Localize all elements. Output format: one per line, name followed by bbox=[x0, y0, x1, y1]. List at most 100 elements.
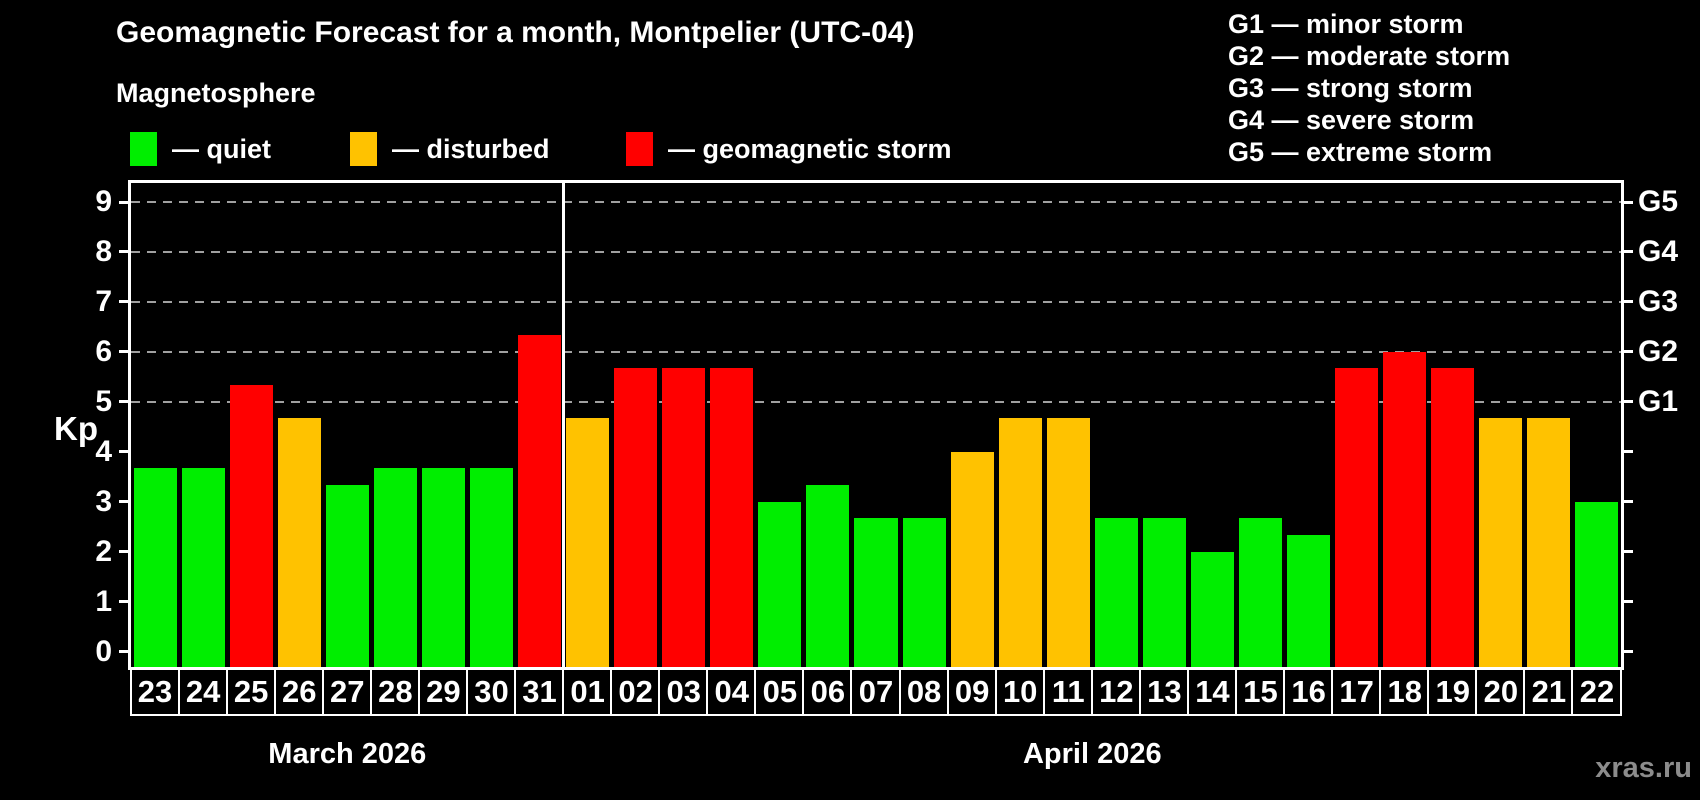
left-tick-9 bbox=[119, 200, 131, 204]
day-label-08: 08 bbox=[898, 668, 950, 716]
right-axis-label-g3: G3 bbox=[1638, 284, 1679, 318]
y-tick-label-0: 0 bbox=[95, 634, 112, 668]
day-label-04: 04 bbox=[706, 668, 758, 716]
right-tick-2 bbox=[1621, 550, 1633, 554]
month-separator-line bbox=[562, 183, 566, 667]
month-label-0: March 2026 bbox=[268, 738, 427, 770]
gridline-kp-5 bbox=[131, 400, 1621, 403]
g-scale-legend: G1 — minor storm G2 — moderate storm G3 — … bbox=[1228, 8, 1510, 168]
day-label-15: 15 bbox=[1234, 668, 1287, 716]
day-label-14: 14 bbox=[1186, 668, 1238, 716]
gridline-kp-7 bbox=[131, 300, 1621, 303]
legend-label-storm: — geomagnetic storm bbox=[668, 133, 952, 164]
y-tick-label-2: 2 bbox=[95, 534, 112, 568]
y-tick-label-4: 4 bbox=[95, 434, 112, 468]
legend-item-quiet: — quiet bbox=[130, 130, 271, 168]
day-label-13: 13 bbox=[1138, 668, 1190, 716]
left-tick-1 bbox=[119, 600, 131, 604]
kp-bar-day-25 bbox=[229, 385, 273, 667]
y-tick-label-1: 1 bbox=[95, 584, 112, 618]
legend-item-disturbed: — disturbed bbox=[350, 130, 550, 168]
kp-bar-day-26 bbox=[277, 418, 321, 667]
day-label-25: 25 bbox=[225, 668, 277, 716]
kp-bar-day-30 bbox=[469, 468, 513, 667]
right-tick-3 bbox=[1621, 500, 1633, 504]
kp-bar-day-09 bbox=[950, 451, 994, 667]
day-label-26: 26 bbox=[273, 668, 325, 716]
day-label-11: 11 bbox=[1042, 668, 1094, 716]
left-tick-7 bbox=[119, 300, 131, 304]
legend-label-disturbed: — disturbed bbox=[392, 133, 550, 164]
kp-bar-day-04 bbox=[710, 368, 754, 667]
kp-bar-day-28 bbox=[373, 468, 417, 667]
left-tick-0 bbox=[119, 650, 131, 653]
g-legend-line-g3: G3 — strong storm bbox=[1228, 73, 1473, 103]
kp-bar-day-15 bbox=[1238, 518, 1283, 667]
plot-inner bbox=[131, 183, 1621, 667]
left-tick-2 bbox=[119, 550, 131, 554]
legend-swatch-disturbed bbox=[350, 132, 377, 166]
kp-bar-day-08 bbox=[902, 518, 946, 667]
kp-bar-day-18 bbox=[1383, 351, 1427, 667]
day-label-29: 29 bbox=[417, 668, 469, 716]
right-tick-0 bbox=[1621, 650, 1633, 653]
kp-bar-day-20 bbox=[1479, 418, 1523, 667]
kp-bar-day-14 bbox=[1190, 551, 1234, 667]
right-tick-8 bbox=[1621, 250, 1633, 254]
kp-bar-day-29 bbox=[421, 468, 465, 667]
day-label-18: 18 bbox=[1379, 668, 1431, 716]
kp-bar-day-19 bbox=[1431, 368, 1475, 667]
legend-swatch-storm bbox=[626, 132, 653, 166]
day-label-21: 21 bbox=[1523, 668, 1575, 716]
right-axis-label-g5: G5 bbox=[1638, 185, 1679, 219]
day-label-10: 10 bbox=[994, 668, 1046, 716]
legend-label-quiet: — quiet bbox=[172, 133, 271, 164]
legend-swatch-quiet bbox=[130, 132, 157, 166]
right-axis-label-g1: G1 bbox=[1638, 384, 1679, 418]
gridline-kp-6 bbox=[131, 350, 1621, 353]
left-tick-8 bbox=[119, 250, 131, 254]
kp-bar-day-06 bbox=[806, 485, 850, 667]
y-tick-label-7: 7 bbox=[95, 284, 112, 318]
day-label-01: 01 bbox=[562, 668, 614, 716]
kp-bar-day-23 bbox=[133, 468, 177, 667]
day-label-19: 19 bbox=[1427, 668, 1479, 716]
right-tick-9 bbox=[1621, 200, 1633, 204]
day-label-07: 07 bbox=[850, 668, 902, 716]
watermark: xras.ru bbox=[1595, 752, 1692, 784]
g-legend-line-g4: G4 — severe storm bbox=[1228, 105, 1475, 135]
right-tick-4 bbox=[1621, 450, 1633, 454]
kp-bar-day-21 bbox=[1527, 418, 1571, 667]
month-label-1: April 2026 bbox=[1022, 738, 1162, 770]
kp-bar-day-11 bbox=[1046, 418, 1090, 667]
day-label-20: 20 bbox=[1475, 668, 1527, 716]
day-label-06: 06 bbox=[802, 668, 854, 716]
kp-bar-day-31 bbox=[518, 335, 562, 667]
day-label-02: 02 bbox=[610, 668, 662, 716]
y-tick-label-5: 5 bbox=[95, 384, 112, 418]
g-legend-line-g1: G1 — minor storm bbox=[1228, 9, 1464, 39]
kp-bar-day-13 bbox=[1142, 518, 1186, 667]
day-label-16: 16 bbox=[1283, 668, 1335, 716]
day-label-30: 30 bbox=[465, 668, 517, 716]
day-label-12: 12 bbox=[1090, 668, 1142, 716]
day-label-05: 05 bbox=[754, 668, 806, 716]
y-axis-title: Kp bbox=[54, 410, 98, 447]
chart-subtitle: Magnetosphere bbox=[116, 78, 316, 108]
left-tick-5 bbox=[119, 400, 131, 404]
gridline-kp-9 bbox=[131, 201, 1621, 204]
left-tick-4 bbox=[119, 450, 131, 454]
day-label-03: 03 bbox=[658, 668, 710, 716]
day-label-31: 31 bbox=[514, 668, 566, 716]
kp-bar-day-10 bbox=[998, 418, 1042, 667]
day-label-24: 24 bbox=[177, 668, 229, 716]
kp-bar-day-27 bbox=[325, 485, 369, 667]
right-axis-label-g2: G2 bbox=[1638, 334, 1679, 368]
day-label-09: 09 bbox=[946, 668, 998, 716]
x-axis-day-labels: 23 24 25 26 27 28 29 30 31 01 02 03 04 05 06 07 08 09 10 11… bbox=[128, 668, 1624, 720]
kp-bar-day-12 bbox=[1094, 518, 1138, 667]
kp-bar-day-03 bbox=[662, 368, 706, 667]
kp-bar-day-16 bbox=[1287, 535, 1331, 667]
left-tick-6 bbox=[119, 350, 131, 354]
